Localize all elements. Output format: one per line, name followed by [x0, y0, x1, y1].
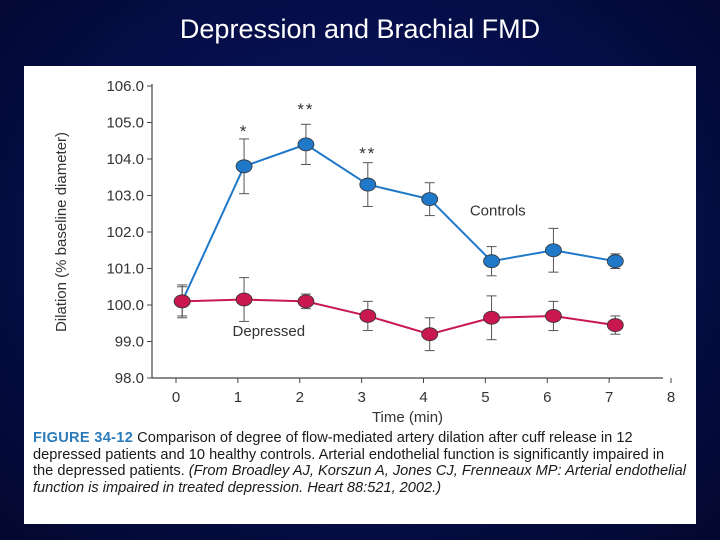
y-tick-label: 106.0: [106, 78, 144, 95]
controls-data-point: [483, 254, 500, 269]
x-tick-label: 4: [419, 389, 427, 406]
controls-series-label: Controls: [470, 203, 526, 220]
x-tick-label: 2: [296, 389, 304, 406]
depressed-data-point: [421, 327, 439, 342]
y-tick-label: 102.0: [106, 224, 144, 241]
y-tick-label: 104.0: [106, 151, 144, 168]
x-tick-label: 7: [605, 389, 613, 406]
x-tick-label: 3: [357, 389, 365, 406]
significance-marker: **: [297, 100, 314, 119]
y-tick-label: 105.0: [106, 115, 144, 132]
slide-title: Depression and Brachial FMD: [179, 14, 541, 44]
controls-data-point: [421, 192, 439, 207]
depressed-data-point: [173, 294, 191, 309]
y-axis-label: Dilation (% baseline diameter): [53, 132, 70, 332]
x-axis-label: Time (min): [372, 409, 443, 426]
x-tick-label: 6: [543, 389, 551, 406]
y-tick-label: 101.0: [106, 261, 144, 278]
y-tick-label: 98.0: [115, 370, 144, 387]
controls-series-line: [181, 143, 616, 302]
fmd-line-chart: 98.099.0100.0101.0102.0103.0104.0105.010…: [53, 78, 675, 426]
x-tick-label: 8: [667, 389, 675, 406]
figure-panel: 98.0 99.0 100.0 101.0 102.0 103.0 104.0 105.0 10…: [24, 66, 696, 524]
y-tick-label: 100.0: [106, 297, 144, 314]
controls-data-point: [545, 243, 562, 258]
x-tick-label: 1: [234, 389, 242, 406]
figure-caption: FIGURE 34-12 Comparison of degree of flo…: [33, 430, 688, 496]
significance-marker: **: [359, 144, 376, 163]
y-tick-label: 103.0: [106, 188, 144, 205]
controls-data-point: [235, 159, 253, 174]
depressed-data-point: [483, 310, 500, 325]
depressed-data-point: [297, 294, 315, 309]
depressed-data-point: [545, 309, 562, 323]
depressed-series-line: [182, 298, 616, 336]
caption-body: Comparison of degree of flow-mediated ar…: [33, 430, 665, 480]
controls-data-point: [606, 254, 624, 269]
depressed-data-point: [359, 309, 377, 323]
controls-data-point: [359, 177, 377, 192]
y-tick-label: 99.0: [115, 334, 144, 351]
depressed-data-point: [606, 318, 624, 332]
x-tick-label: 5: [481, 389, 489, 406]
significance-marker: *: [240, 122, 249, 141]
depressed-data-point: [235, 292, 253, 307]
caption-citation: (From Broadley AJ, Korszun A, Jones CJ, …: [33, 463, 686, 496]
figure-label: FIGURE 34-12: [33, 430, 134, 446]
depressed-series-label: Depressed: [233, 323, 306, 340]
x-tick-label: 0: [172, 389, 180, 406]
controls-data-point: [297, 137, 315, 152]
